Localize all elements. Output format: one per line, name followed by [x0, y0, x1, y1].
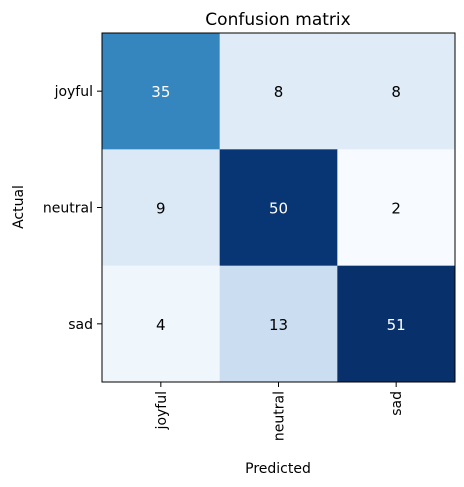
cell-value-label: 8	[274, 83, 284, 101]
heatmap-cell	[102, 33, 221, 150]
y-tick-label: neutral	[43, 201, 93, 217]
heatmap-cell	[102, 149, 221, 267]
cell-value-label: 35	[151, 83, 170, 101]
chart-title: Confusion matrix	[205, 10, 350, 30]
y-axis: joyful neutral sad	[43, 84, 102, 333]
y-tick-label: joyful	[54, 84, 93, 100]
heatmap-cell	[337, 265, 456, 383]
cell-value-label: 8	[391, 83, 401, 101]
x-axis-label: Predicted	[245, 461, 311, 477]
cell-value-label: 51	[387, 316, 406, 334]
heatmap-cell	[337, 33, 456, 150]
cell-value-label: 13	[269, 316, 288, 334]
heatmap-cell	[219, 33, 338, 150]
x-tick-label: sad	[389, 391, 405, 416]
cell-value-label: 50	[269, 200, 288, 218]
heatmap-cell	[219, 265, 338, 383]
y-tick-label: sad	[68, 317, 93, 333]
heatmap-cell	[219, 149, 338, 267]
x-tick-label: joyful	[154, 391, 170, 430]
heatmap-cell	[337, 149, 456, 267]
x-axis: joyful neutral sad	[154, 382, 405, 441]
x-tick-label: neutral	[272, 391, 288, 441]
cell-value-label: 2	[391, 200, 401, 218]
cell-value-label: 4	[156, 316, 166, 334]
heatmap-cells: 35 8 8 9 50 2 4 13 51	[102, 33, 456, 383]
cell-value-label: 9	[156, 200, 166, 218]
heatmap-cell	[102, 265, 221, 383]
y-axis-label: Actual	[11, 185, 27, 229]
